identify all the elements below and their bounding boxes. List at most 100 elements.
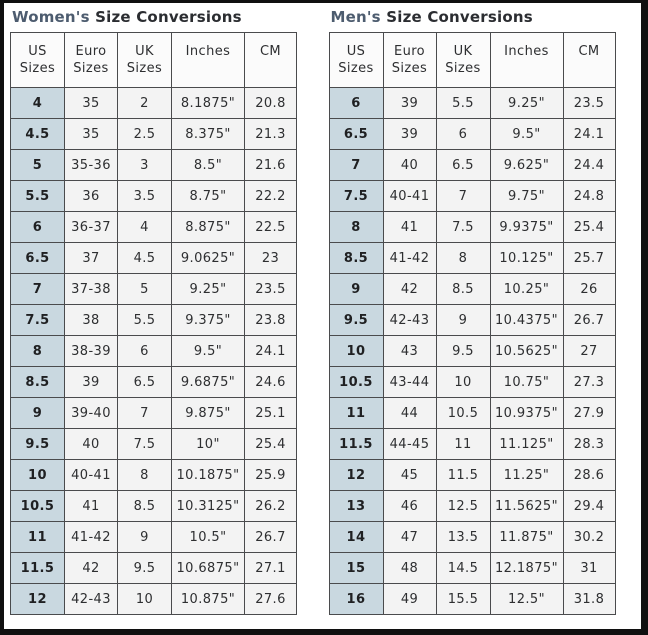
table-row: 8 38-39 6 9.5" 24.1 xyxy=(10,335,297,367)
table-cell: 8 xyxy=(435,242,491,274)
table-cell: 46 xyxy=(382,490,437,522)
us-size-cell: 6 xyxy=(10,211,65,243)
mens-title-rest: Size Conversions xyxy=(386,8,533,26)
table-cell: 10.5625" xyxy=(489,335,564,367)
table-cell: 23.5 xyxy=(244,273,297,305)
table-cell: 10.3125" xyxy=(171,490,245,522)
table-cell: 10.1875" xyxy=(171,459,245,491)
table-row: 13 46 12.5 11.5625" 29.4 xyxy=(328,490,616,522)
womens-title-rest: Size Conversions xyxy=(95,8,242,26)
table-cell: 5.5 xyxy=(117,304,172,336)
table-cell: 27.3 xyxy=(562,366,616,398)
table-cell: 43 xyxy=(382,335,437,367)
table-cell: 40 xyxy=(64,428,118,460)
table-cell: 8.5 xyxy=(117,490,172,522)
us-size-cell: 5.5 xyxy=(10,180,65,212)
us-size-cell: 15 xyxy=(328,552,384,584)
table-row: 7.5 38 5.5 9.375" 23.8 xyxy=(10,304,297,336)
table-row: 7 40 6.5 9.625" 24.4 xyxy=(328,149,616,181)
column-header: US Sizes xyxy=(10,32,65,88)
table-row: 6 39 5.5 9.25" 23.5 xyxy=(328,87,616,119)
table-cell: 42-43 xyxy=(64,583,118,615)
table-cell: 8.375" xyxy=(171,118,245,150)
table-cell: 4.5 xyxy=(117,242,172,274)
table-cell: 49 xyxy=(382,583,437,615)
table-cell: 42-43 xyxy=(382,304,437,336)
table-cell: 8.1875" xyxy=(171,87,245,119)
table-row: 12 45 11.5 11.25" 28.6 xyxy=(328,459,616,491)
table-row: 10.5 41 8.5 10.3125" 26.2 xyxy=(10,490,297,522)
table-cell: 7.5 xyxy=(435,211,491,243)
column-header: CM xyxy=(562,32,616,88)
us-size-cell: 10.5 xyxy=(10,490,65,522)
table-cell: 27.6 xyxy=(244,583,297,615)
table-cell: 30.2 xyxy=(562,521,616,553)
us-size-cell: 12 xyxy=(328,459,384,491)
table-cell: 44 xyxy=(382,397,437,429)
table-cell: 26.7 xyxy=(244,521,297,553)
table-cell: 11.5625" xyxy=(489,490,564,522)
table-cell: 14.5 xyxy=(435,552,491,584)
column-header: US Sizes xyxy=(328,32,384,88)
table-cell: 9.5" xyxy=(489,118,564,150)
table-cell: 9.875" xyxy=(171,397,245,429)
us-size-cell: 11.5 xyxy=(10,552,65,584)
us-size-cell: 8.5 xyxy=(328,242,384,274)
table-cell: 10 xyxy=(117,583,172,615)
table-cell: 37 xyxy=(64,242,118,274)
column-header: Euro Sizes xyxy=(382,32,437,88)
us-size-cell: 10 xyxy=(328,335,384,367)
table-row: 10 43 9.5 10.5625" 27 xyxy=(328,335,616,367)
table-row: 5.5 36 3.5 8.75" 22.2 xyxy=(10,180,297,212)
table-cell: 21.3 xyxy=(244,118,297,150)
table-cell: 11.5 xyxy=(435,459,491,491)
table-row: 14 47 13.5 11.875" 30.2 xyxy=(328,521,616,553)
table-row: 10.5 43-44 10 10.75" 27.3 xyxy=(328,366,616,398)
table-cell: 9 xyxy=(435,304,491,336)
table-cell: 40 xyxy=(382,149,437,181)
column-header: Euro Sizes xyxy=(64,32,118,88)
us-size-cell: 8 xyxy=(10,335,65,367)
us-size-cell: 9.5 xyxy=(10,428,65,460)
table-cell: 6.5 xyxy=(117,366,172,398)
table-cell: 22.5 xyxy=(244,211,297,243)
table-cell: 13.5 xyxy=(435,521,491,553)
table-cell: 36-37 xyxy=(64,211,118,243)
table-cell: 25.9 xyxy=(244,459,297,491)
table-cell: 9.9375" xyxy=(489,211,564,243)
table-cell: 24.6 xyxy=(244,366,297,398)
table-cell: 24.8 xyxy=(562,180,616,212)
table-row: 10 40-41 8 10.1875" 25.9 xyxy=(10,459,297,491)
mens-panel: Men's Size Conversions US Sizes Euro Sizes U… xyxy=(323,3,642,629)
table-cell: 9.75" xyxy=(489,180,564,212)
table-cell: 8.75" xyxy=(171,180,245,212)
table-cell: 26 xyxy=(562,273,616,305)
us-size-cell: 14 xyxy=(328,521,384,553)
table-cell: 6 xyxy=(117,335,172,367)
table-cell: 10.6875" xyxy=(171,552,245,584)
us-size-cell: 11 xyxy=(10,521,65,553)
table-row: 11 41-42 9 10.5" 26.7 xyxy=(10,521,297,553)
table-cell: 15.5 xyxy=(435,583,491,615)
womens-title: Women's Size Conversions xyxy=(12,8,323,26)
us-size-cell: 8 xyxy=(328,211,384,243)
table-cell: 25.1 xyxy=(244,397,297,429)
table-cell: 7 xyxy=(117,397,172,429)
us-size-cell: 4.5 xyxy=(10,118,65,150)
table-cell: 41 xyxy=(382,211,437,243)
table-cell: 24.1 xyxy=(562,118,616,150)
table-cell: 35-36 xyxy=(64,149,118,181)
table-cell: 27.1 xyxy=(244,552,297,584)
us-size-cell: 7 xyxy=(328,149,384,181)
table-row: 8 41 7.5 9.9375" 25.4 xyxy=(328,211,616,243)
table-row: 5 35-36 3 8.5" 21.6 xyxy=(10,149,297,181)
table-row: 9.5 42-43 9 10.4375" 26.7 xyxy=(328,304,616,336)
table-cell: 9.5 xyxy=(117,552,172,584)
table-cell: 25.4 xyxy=(562,211,616,243)
table-cell: 20.8 xyxy=(244,87,297,119)
table-row: 11.5 42 9.5 10.6875" 27.1 xyxy=(10,552,297,584)
table-row: 7.5 40-41 7 9.75" 24.8 xyxy=(328,180,616,212)
table-cell: 6.5 xyxy=(435,149,491,181)
table-cell: 8 xyxy=(117,459,172,491)
